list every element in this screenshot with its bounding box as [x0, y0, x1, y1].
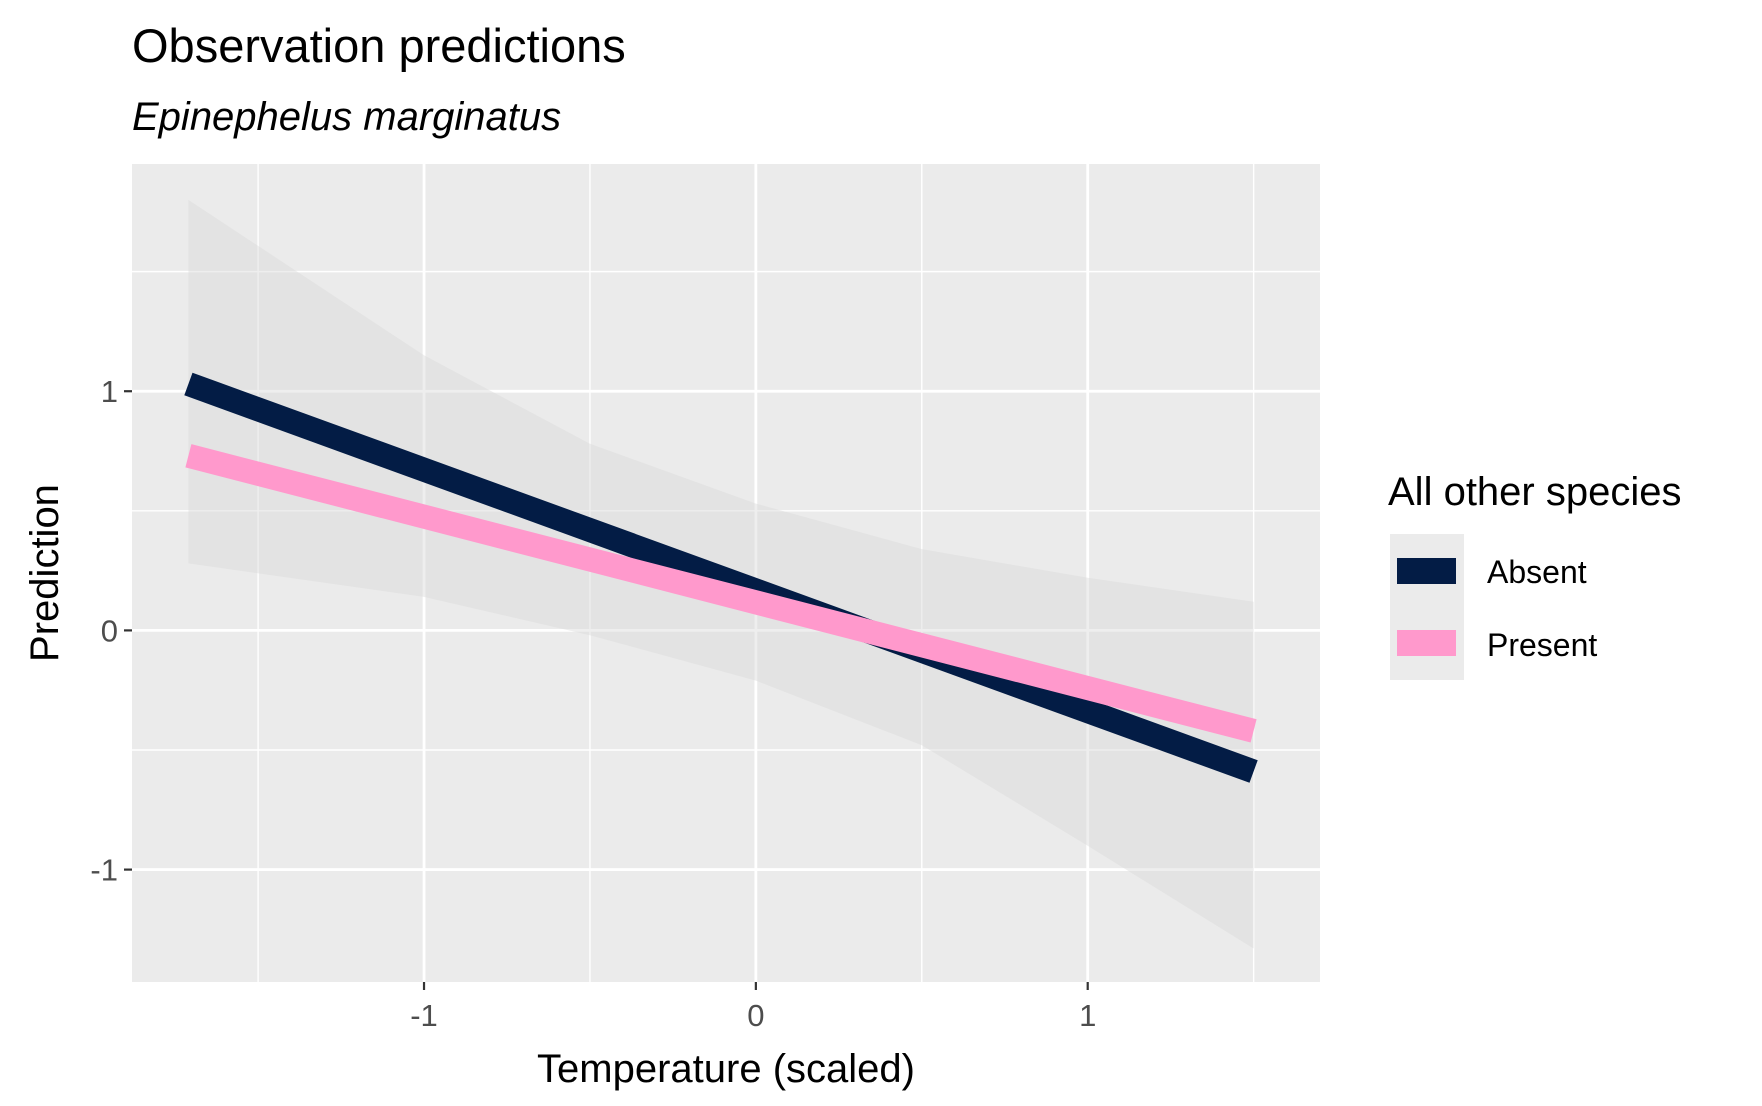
legend-key-present — [1397, 630, 1456, 656]
legend-label-present: Present — [1487, 627, 1597, 663]
y-axis: -1 0 1 — [90, 374, 132, 888]
y-tick-label: -1 — [90, 853, 118, 888]
legend-key-absent — [1397, 558, 1456, 584]
x-tick-label: -1 — [410, 998, 438, 1033]
series-lines — [184, 372, 1258, 783]
chart-subtitle: Epinephelus marginatus — [132, 95, 561, 139]
legend-label-absent: Absent — [1487, 554, 1587, 590]
y-tick-label: 1 — [101, 374, 118, 409]
x-tick-label: 0 — [747, 998, 764, 1033]
major-gridlines — [132, 164, 1320, 982]
minor-gridlines — [132, 164, 1320, 982]
chart-title: Observation predictions — [132, 19, 626, 72]
y-tick-label: 0 — [101, 613, 118, 648]
legend-key-background — [1390, 534, 1464, 680]
y-axis-title: Prediction — [23, 484, 67, 662]
legend: All other species Absent Present — [1388, 470, 1681, 680]
legend-title: All other species — [1388, 470, 1681, 514]
series-line-absent — [184, 372, 1258, 783]
series-line-present — [185, 444, 1257, 743]
x-tick-label: 1 — [1079, 998, 1096, 1033]
x-axis-title: Temperature (scaled) — [537, 1047, 915, 1091]
x-axis: -1 0 1 — [410, 982, 1096, 1033]
